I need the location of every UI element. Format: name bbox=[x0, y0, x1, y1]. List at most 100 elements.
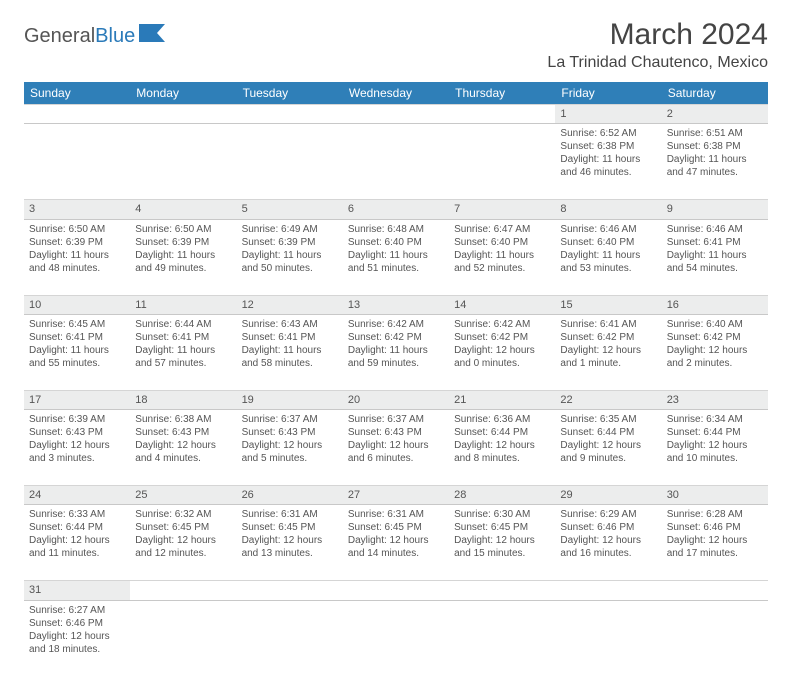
sunset-label: Sunset: 6:43 PM bbox=[242, 426, 338, 439]
day-cell: Sunrise: 6:40 AMSunset: 6:42 PMDaylight:… bbox=[662, 314, 768, 390]
day-cell: Sunrise: 6:47 AMSunset: 6:40 PMDaylight:… bbox=[449, 219, 555, 295]
day1-label: Daylight: 12 hours bbox=[242, 439, 338, 452]
day-cell: Sunrise: 6:46 AMSunset: 6:40 PMDaylight:… bbox=[555, 219, 661, 295]
day1-label: Daylight: 12 hours bbox=[29, 439, 125, 452]
day-cell: Sunrise: 6:50 AMSunset: 6:39 PMDaylight:… bbox=[24, 219, 130, 295]
day1-label: Daylight: 11 hours bbox=[667, 249, 763, 262]
day2-label: and 51 minutes. bbox=[348, 262, 444, 275]
day-cell: Sunrise: 6:43 AMSunset: 6:41 PMDaylight:… bbox=[237, 314, 343, 390]
day2-label: and 49 minutes. bbox=[135, 262, 231, 275]
content-row: Sunrise: 6:33 AMSunset: 6:44 PMDaylight:… bbox=[24, 505, 768, 581]
day1-label: Daylight: 11 hours bbox=[348, 344, 444, 357]
day-cell bbox=[237, 124, 343, 200]
day-cell: Sunrise: 6:46 AMSunset: 6:41 PMDaylight:… bbox=[662, 219, 768, 295]
sunrise-label: Sunrise: 6:43 AM bbox=[242, 318, 338, 331]
day-header: Tuesday bbox=[237, 82, 343, 105]
sunrise-label: Sunrise: 6:38 AM bbox=[135, 413, 231, 426]
day-number: 8 bbox=[555, 200, 661, 219]
day-number bbox=[237, 105, 343, 124]
day1-label: Daylight: 12 hours bbox=[667, 344, 763, 357]
day-number: 5 bbox=[237, 200, 343, 219]
day1-label: Daylight: 12 hours bbox=[560, 534, 656, 547]
day2-label: and 5 minutes. bbox=[242, 452, 338, 465]
day2-label: and 15 minutes. bbox=[454, 547, 550, 560]
day-header: Sunday bbox=[24, 82, 130, 105]
daynum-row: 3456789 bbox=[24, 200, 768, 219]
day-cell: Sunrise: 6:51 AMSunset: 6:38 PMDaylight:… bbox=[662, 124, 768, 200]
day-cell: Sunrise: 6:31 AMSunset: 6:45 PMDaylight:… bbox=[237, 505, 343, 581]
day2-label: and 13 minutes. bbox=[242, 547, 338, 560]
day-cell: Sunrise: 6:35 AMSunset: 6:44 PMDaylight:… bbox=[555, 410, 661, 486]
sunset-label: Sunset: 6:40 PM bbox=[348, 236, 444, 249]
sunset-label: Sunset: 6:45 PM bbox=[454, 521, 550, 534]
sunset-label: Sunset: 6:38 PM bbox=[667, 140, 763, 153]
day-cell bbox=[24, 124, 130, 200]
sunset-label: Sunset: 6:44 PM bbox=[454, 426, 550, 439]
day-number bbox=[555, 581, 661, 600]
sunrise-label: Sunrise: 6:27 AM bbox=[29, 604, 125, 617]
day-number: 31 bbox=[24, 581, 130, 600]
sunrise-label: Sunrise: 6:40 AM bbox=[667, 318, 763, 331]
day-cell: Sunrise: 6:37 AMSunset: 6:43 PMDaylight:… bbox=[237, 410, 343, 486]
day2-label: and 47 minutes. bbox=[667, 166, 763, 179]
sunset-label: Sunset: 6:43 PM bbox=[348, 426, 444, 439]
day-number: 9 bbox=[662, 200, 768, 219]
sunrise-label: Sunrise: 6:46 AM bbox=[560, 223, 656, 236]
header: GeneralBlue March 2024 La Trinidad Chaut… bbox=[24, 18, 768, 72]
sunrise-label: Sunrise: 6:51 AM bbox=[667, 127, 763, 140]
sunset-label: Sunset: 6:42 PM bbox=[454, 331, 550, 344]
logo-text-1: General bbox=[24, 25, 95, 48]
sunrise-label: Sunrise: 6:42 AM bbox=[348, 318, 444, 331]
day-cell: Sunrise: 6:41 AMSunset: 6:42 PMDaylight:… bbox=[555, 314, 661, 390]
day-number bbox=[130, 581, 236, 600]
day-number: 30 bbox=[662, 486, 768, 505]
logo: GeneralBlue bbox=[24, 18, 165, 48]
day-number: 4 bbox=[130, 200, 236, 219]
day2-label: and 9 minutes. bbox=[560, 452, 656, 465]
day-number: 11 bbox=[130, 295, 236, 314]
day-number bbox=[449, 581, 555, 600]
day-number: 22 bbox=[555, 390, 661, 409]
page-title: March 2024 bbox=[547, 18, 768, 52]
day2-label: and 54 minutes. bbox=[667, 262, 763, 275]
sunset-label: Sunset: 6:41 PM bbox=[242, 331, 338, 344]
sunrise-label: Sunrise: 6:34 AM bbox=[667, 413, 763, 426]
daynum-row: 10111213141516 bbox=[24, 295, 768, 314]
day-number bbox=[662, 581, 768, 600]
day1-label: Daylight: 12 hours bbox=[560, 344, 656, 357]
day1-label: Daylight: 12 hours bbox=[135, 534, 231, 547]
sunset-label: Sunset: 6:45 PM bbox=[135, 521, 231, 534]
day1-label: Daylight: 11 hours bbox=[242, 249, 338, 262]
day-number: 21 bbox=[449, 390, 555, 409]
day2-label: and 46 minutes. bbox=[560, 166, 656, 179]
day2-label: and 0 minutes. bbox=[454, 357, 550, 370]
day2-label: and 59 minutes. bbox=[348, 357, 444, 370]
day-cell: Sunrise: 6:34 AMSunset: 6:44 PMDaylight:… bbox=[662, 410, 768, 486]
day-number: 25 bbox=[130, 486, 236, 505]
sunset-label: Sunset: 6:41 PM bbox=[29, 331, 125, 344]
day2-label: and 1 minute. bbox=[560, 357, 656, 370]
sunset-label: Sunset: 6:39 PM bbox=[29, 236, 125, 249]
day-number: 7 bbox=[449, 200, 555, 219]
day-number: 20 bbox=[343, 390, 449, 409]
day1-label: Daylight: 12 hours bbox=[454, 439, 550, 452]
day1-label: Daylight: 12 hours bbox=[29, 630, 125, 643]
sunset-label: Sunset: 6:42 PM bbox=[348, 331, 444, 344]
sunset-label: Sunset: 6:46 PM bbox=[29, 617, 125, 630]
day1-label: Daylight: 11 hours bbox=[348, 249, 444, 262]
sunrise-label: Sunrise: 6:52 AM bbox=[560, 127, 656, 140]
day1-label: Daylight: 12 hours bbox=[560, 439, 656, 452]
day1-label: Daylight: 12 hours bbox=[454, 534, 550, 547]
day-number: 1 bbox=[555, 105, 661, 124]
day2-label: and 2 minutes. bbox=[667, 357, 763, 370]
day1-label: Daylight: 11 hours bbox=[242, 344, 338, 357]
day2-label: and 53 minutes. bbox=[560, 262, 656, 275]
day-cell bbox=[449, 124, 555, 200]
sunrise-label: Sunrise: 6:37 AM bbox=[242, 413, 338, 426]
day2-label: and 55 minutes. bbox=[29, 357, 125, 370]
day-cell: Sunrise: 6:44 AMSunset: 6:41 PMDaylight:… bbox=[130, 314, 236, 390]
sunset-label: Sunset: 6:38 PM bbox=[560, 140, 656, 153]
day2-label: and 6 minutes. bbox=[348, 452, 444, 465]
sunset-label: Sunset: 6:40 PM bbox=[560, 236, 656, 249]
day1-label: Daylight: 12 hours bbox=[242, 534, 338, 547]
